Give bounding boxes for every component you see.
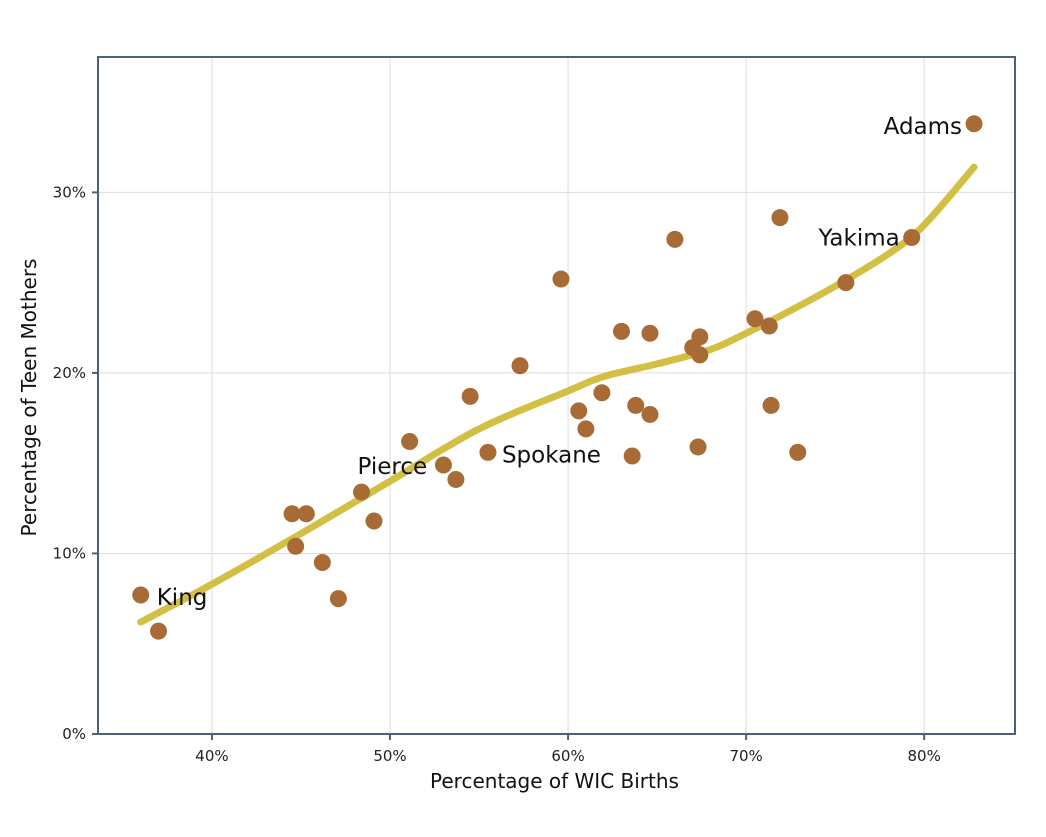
data-point	[623, 447, 641, 465]
plot-frame	[97, 56, 1016, 735]
data-point	[627, 396, 645, 414]
data-point	[666, 230, 684, 248]
data-point	[641, 324, 659, 342]
point-label: Adams	[884, 114, 962, 140]
data-point	[593, 384, 611, 402]
data-points	[132, 115, 983, 640]
data-point	[511, 357, 529, 375]
data-point	[150, 622, 168, 640]
y-tick-label: 30%	[53, 183, 86, 201]
data-point	[760, 317, 778, 335]
data-point	[746, 310, 764, 328]
x-axis: 40% 50% 60% 70% 80%	[195, 734, 941, 765]
point-label: King	[157, 585, 208, 611]
data-point	[447, 470, 465, 488]
data-point	[479, 443, 497, 461]
data-point	[570, 402, 588, 420]
data-point	[837, 274, 855, 292]
y-tick-label: 0%	[62, 725, 86, 743]
data-point	[691, 346, 709, 364]
data-point	[965, 115, 983, 133]
data-point	[612, 322, 630, 340]
data-point	[689, 438, 707, 456]
point-label: Spokane	[502, 442, 601, 468]
y-tick-label: 10%	[53, 544, 86, 562]
y-tick-label: 20%	[53, 364, 86, 382]
data-point	[771, 209, 789, 227]
x-tick-label: 50%	[373, 747, 406, 765]
point-label: Yakima	[818, 226, 900, 252]
data-point	[401, 433, 419, 451]
data-point	[577, 420, 595, 438]
data-point	[365, 512, 383, 530]
data-point	[552, 270, 570, 288]
data-point	[691, 328, 709, 346]
data-point	[903, 229, 921, 247]
data-point	[461, 387, 479, 405]
data-point	[434, 456, 452, 474]
data-point	[297, 505, 315, 523]
x-tick-label: 70%	[729, 747, 762, 765]
data-point	[329, 590, 347, 608]
data-point	[313, 553, 331, 571]
data-point	[353, 483, 371, 501]
x-tick-label: 60%	[551, 747, 584, 765]
data-point	[283, 505, 301, 523]
point-label: Pierce	[358, 454, 428, 480]
x-tick-label: 80%	[908, 747, 941, 765]
data-point	[287, 537, 305, 555]
y-axis: 0% 10% 20% 30%	[53, 183, 98, 743]
data-point	[641, 405, 659, 423]
x-tick-label: 40%	[195, 747, 228, 765]
data-point	[789, 443, 807, 461]
trend-line	[137, 163, 978, 626]
point-labels: King Pierce Spokane Yakima Adams	[157, 114, 962, 611]
y-axis-title: Percentage of Teen Mothers	[17, 259, 41, 537]
data-point	[762, 396, 780, 414]
x-axis-title: Percentage of WIC Births	[430, 769, 679, 793]
data-point	[132, 586, 150, 604]
